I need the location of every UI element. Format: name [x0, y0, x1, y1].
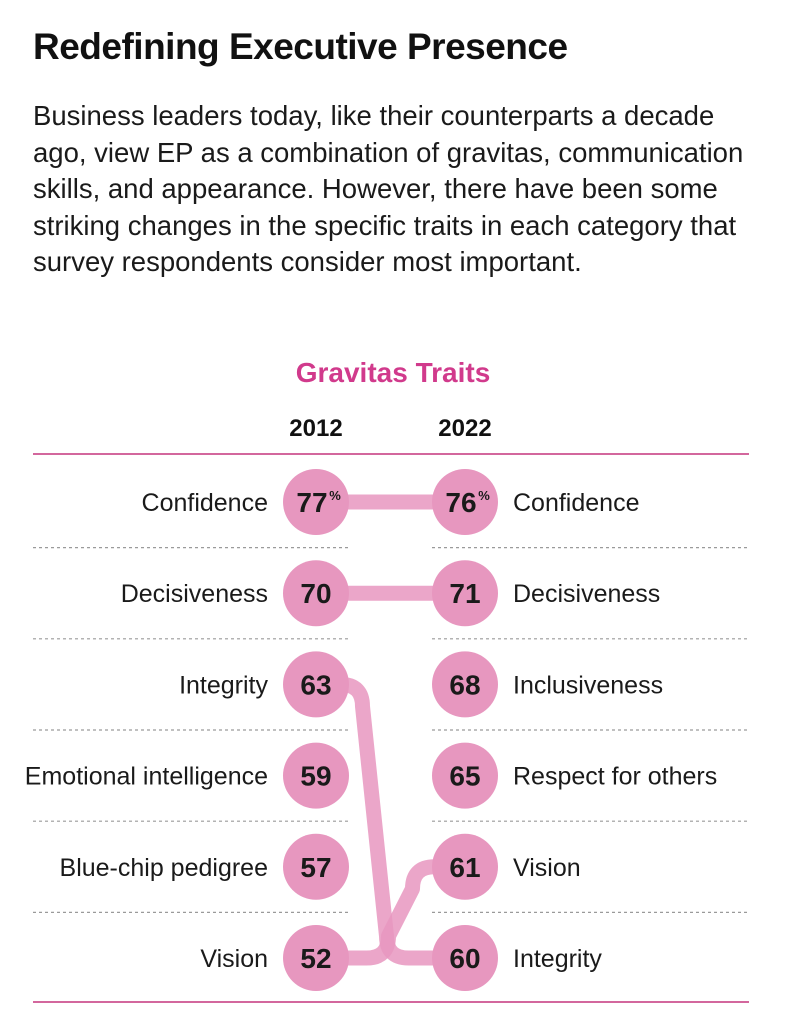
chart-title: Gravitas Traits	[296, 357, 491, 388]
value-label-left-blue-chip-pedigree: 57	[300, 852, 331, 883]
value-label-left-decisiveness: 70	[300, 578, 331, 609]
trait-label-right-vision: Vision	[513, 854, 581, 882]
value-bubbles: 77 % 70 63 59 57 52 76 % 71 68 65 61 60	[283, 469, 498, 991]
bubble-left-confidence	[283, 469, 349, 535]
value-label-left-integrity: 63	[300, 669, 331, 700]
unit-label-right: %	[478, 488, 490, 503]
bubble-right-decisiveness	[432, 560, 498, 627]
gravitas-slope-chart: Gravitas Traits 2012 2022 77 %70635957527…	[25, 357, 749, 1003]
bubble-right-integrity	[432, 925, 498, 991]
column-header-2012: 2012	[289, 415, 342, 442]
trait-label-left-emotional-intelligence: Emotional intelligence	[25, 763, 268, 791]
trait-label-right-confidence: Confidence	[513, 489, 639, 517]
trait-label-left-vision: Vision	[200, 945, 268, 973]
page-subtitle: Business leaders today, like their count…	[33, 100, 744, 277]
bubble-left-emotional-intelligence	[283, 742, 349, 809]
value-label-right-decisiveness: 71	[449, 578, 480, 609]
trait-label-right-decisiveness: Decisiveness	[513, 580, 660, 608]
value-label-right-inclusiveness: 68	[449, 669, 480, 700]
bubble-right-respect-for-others	[432, 742, 498, 809]
value-label-left-emotional-intelligence: 59	[300, 761, 331, 792]
row-dividers	[33, 547, 749, 914]
value-label-right-respect-for-others: 65	[449, 761, 480, 792]
value-label-right-confidence: 76	[445, 487, 476, 518]
trait-labels: Confidence Decisiveness Integrity Emotional…	[25, 489, 717, 973]
bubble-right-vision	[432, 833, 498, 900]
value-label-left-vision: 52	[300, 943, 331, 974]
page-title: Redefining Executive Presence	[33, 26, 568, 67]
bubble-right-confidence	[432, 469, 498, 535]
trait-label-left-confidence: Confidence	[142, 489, 268, 517]
bubble-left-decisiveness	[283, 560, 349, 627]
trait-label-left-decisiveness: Decisiveness	[121, 580, 268, 608]
value-label-left-confidence: 77	[296, 487, 327, 518]
bubble-right-inclusiveness	[432, 651, 498, 718]
bubble-left-blue-chip-pedigree	[283, 833, 349, 900]
value-label-right-integrity: 60	[449, 943, 480, 974]
connector-integrity	[316, 676, 465, 966]
connector-vision	[316, 859, 465, 966]
trait-label-right-integrity: Integrity	[513, 945, 602, 973]
trait-label-left-blue-chip-pedigree: Blue-chip pedigree	[60, 854, 268, 882]
trait-label-right-respect-for-others: Respect for others	[513, 763, 717, 791]
value-label-right-vision: 61	[449, 852, 480, 883]
trait-label-right-inclusiveness: Inclusiveness	[513, 671, 663, 699]
bubble-left-vision	[283, 925, 349, 991]
column-header-2022: 2022	[438, 415, 491, 442]
unit-label-left: %	[329, 488, 341, 503]
trait-label-left-integrity: Integrity	[179, 671, 268, 699]
bubble-left-integrity	[283, 651, 349, 718]
